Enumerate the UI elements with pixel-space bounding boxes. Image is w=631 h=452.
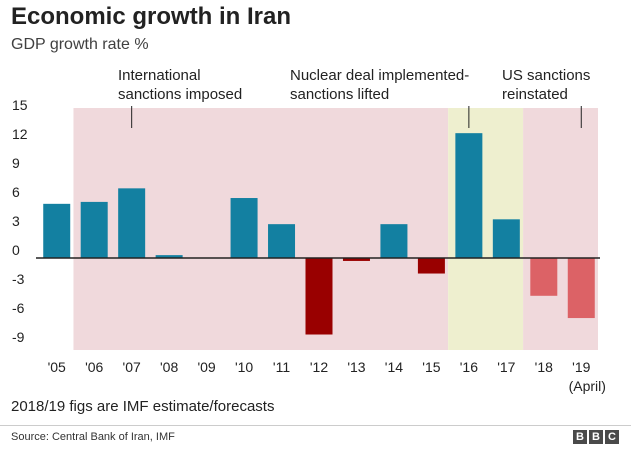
x-tick-label: '10 (235, 359, 253, 375)
y-tick-label: -3 (12, 271, 25, 287)
bar (230, 198, 258, 259)
y-tick-label: 15 (12, 97, 28, 113)
x-tick-label: '19 (572, 359, 590, 375)
x-tick-label: '05 (48, 359, 66, 375)
y-tick-label: -6 (12, 300, 25, 316)
x-tick-label: '08 (160, 359, 178, 375)
bar (342, 258, 370, 261)
y-axis-ticks: 15 12 9 6 3 0 -3 -6 -9 (12, 97, 28, 345)
x-tick-label: '15 (422, 359, 440, 375)
x-tick-label: '07 (123, 359, 141, 375)
chart-subtitle: GDP growth rate % (11, 36, 149, 53)
bar (118, 188, 146, 259)
bar (80, 201, 108, 259)
bar (567, 258, 595, 319)
bbc-logo: B B C (573, 430, 619, 444)
y-tick-label: 3 (12, 213, 20, 229)
y-tick-label: 6 (12, 184, 20, 200)
bbc-logo-letter: B (589, 430, 603, 444)
chart-title: Economic growth in Iran (11, 3, 292, 30)
annotation-text: International (118, 67, 201, 84)
annotation-text: reinstated (502, 86, 568, 103)
bar (380, 224, 408, 259)
y-tick-label: 12 (12, 126, 28, 142)
annotation-text: sanctions lifted (290, 86, 389, 103)
annotation: US sanctions reinstated (502, 67, 590, 128)
x-tick-label: '14 (385, 359, 403, 375)
bar (43, 203, 71, 259)
annotation: International sanctions imposed (118, 67, 242, 128)
x-tick-label: '12 (310, 359, 328, 375)
annotation-text: sanctions imposed (118, 86, 242, 103)
footer-divider (0, 425, 631, 426)
annotations: International sanctions imposed Nuclear de… (118, 67, 590, 128)
annotation-text: Nuclear deal implemented- (290, 67, 469, 84)
x-tick-label: '17 (497, 359, 515, 375)
x-tick-label: '13 (347, 359, 365, 375)
bars (43, 133, 595, 335)
bar (305, 258, 333, 335)
x-tick-sublabel: (April) (569, 378, 606, 394)
x-tick-label: '06 (85, 359, 103, 375)
annotation: Nuclear deal implemented-sanctions lifte… (290, 67, 470, 128)
bar (530, 258, 558, 296)
bar (155, 255, 183, 259)
bbc-logo-letter: B (573, 430, 587, 444)
y-tick-label: 0 (12, 242, 20, 258)
forecast-note: 2018/19 figs are IMF estimate/forecasts (11, 398, 275, 415)
bar (268, 224, 296, 259)
source-text: Source: Central Bank of Iran, IMF (11, 431, 175, 443)
x-tick-label: '11 (273, 359, 290, 375)
y-tick-label: -9 (12, 329, 25, 345)
x-tick-label: '09 (197, 359, 215, 375)
annotation-text: US sanctions (502, 67, 590, 84)
x-tick-label: '18 (535, 359, 553, 375)
bar (417, 258, 445, 274)
x-axis-ticks: '05 '06 '07 '08 '09 '10 '11 '12 '13 '14 '15 '16 '17 '… (48, 359, 606, 394)
bbc-logo-letter: C (605, 430, 619, 444)
y-tick-label: 9 (12, 155, 20, 171)
bar (492, 219, 520, 259)
bar (455, 133, 483, 259)
x-tick-label: '16 (460, 359, 478, 375)
